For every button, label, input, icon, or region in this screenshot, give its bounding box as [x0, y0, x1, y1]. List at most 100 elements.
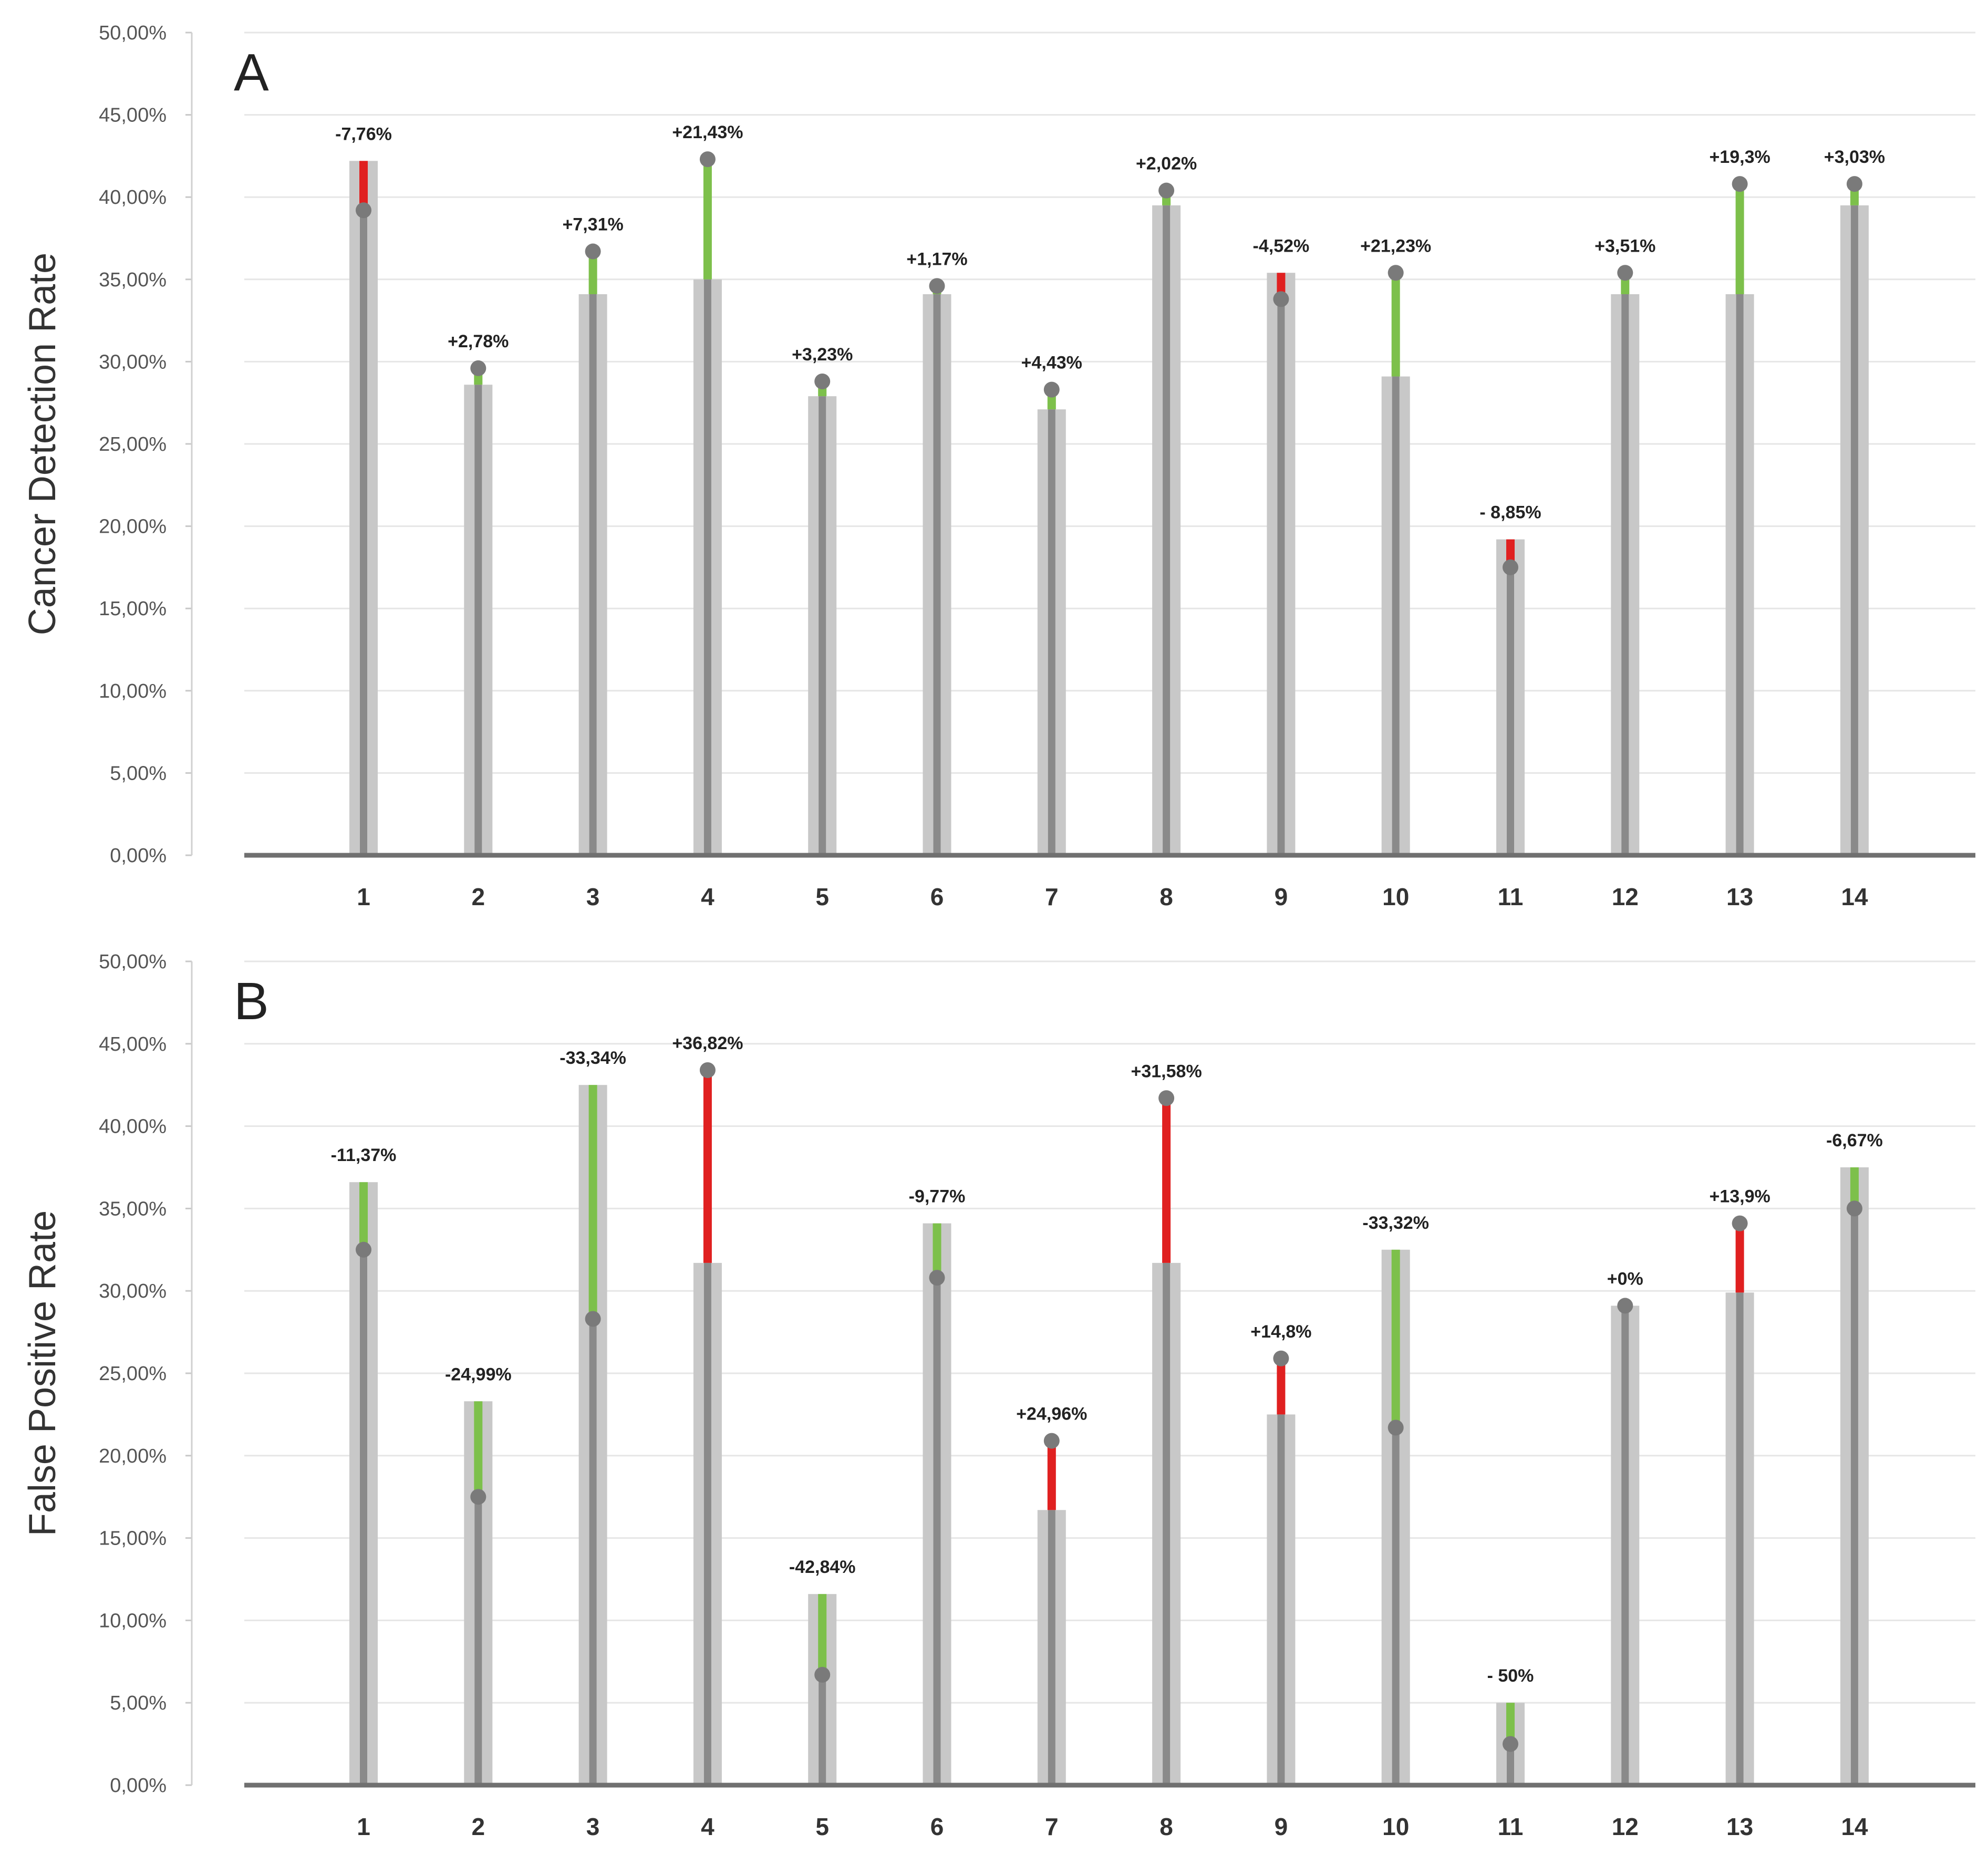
panel-a-chart: 0,00% 5,00% 10,00% 15,00% 20,00% 25,00% 30,00%… — [22, 22, 1975, 910]
value-marker — [470, 360, 486, 376]
data-label: +24,96% — [1016, 1404, 1087, 1424]
bar-stem — [1163, 1262, 1171, 1785]
y-tick-label: 0,00% — [110, 1775, 167, 1797]
value-marker — [1388, 1420, 1404, 1436]
x-tick-label: 9 — [1275, 1813, 1288, 1840]
data-label: +36,82% — [672, 1033, 743, 1053]
data-label: +3,51% — [1594, 236, 1655, 256]
y-tick-label: 10,00% — [99, 1610, 167, 1632]
x-tick-label: 3 — [586, 883, 600, 910]
x-tick-label: 7 — [1045, 883, 1059, 910]
bar-change-segment — [933, 1223, 941, 1278]
x-tick-label: 6 — [930, 883, 944, 910]
data-label: +1,17% — [906, 249, 967, 269]
bar-stem — [1048, 1510, 1055, 1785]
bar-change-segment — [1391, 273, 1400, 377]
data-label: +21,43% — [672, 122, 743, 142]
bar-stem — [1277, 1414, 1285, 1785]
value-marker — [585, 1311, 601, 1327]
data-label: +2,78% — [448, 331, 509, 351]
bar-stem — [933, 294, 941, 855]
bar-stem — [474, 1497, 482, 1785]
bar-change-segment — [818, 1594, 827, 1675]
bar-stem — [1277, 299, 1285, 855]
y-tick-label: 10,00% — [99, 680, 167, 702]
y-tick-label: 25,00% — [99, 433, 167, 455]
data-label: -42,84% — [789, 1557, 856, 1577]
y-tick-label: 25,00% — [99, 1363, 167, 1385]
y-tick-label: 30,00% — [99, 351, 167, 373]
bar-stem — [703, 279, 711, 855]
bar-change-segment — [1735, 1223, 1744, 1293]
x-tick-label: 12 — [1612, 883, 1639, 910]
x-tick-label: 13 — [1726, 883, 1753, 910]
value-marker — [929, 1270, 945, 1286]
bar-stem — [589, 294, 597, 855]
panel-label: A — [234, 43, 269, 102]
bar-change-segment — [703, 1070, 712, 1263]
bar-stem — [360, 1249, 367, 1785]
x-tick-label: 3 — [586, 1813, 600, 1840]
x-tick-label: 14 — [1841, 1813, 1868, 1840]
data-label: -4,52% — [1253, 236, 1310, 256]
value-marker — [1617, 1298, 1633, 1314]
value-marker — [1158, 1090, 1175, 1106]
bar-change-segment — [1277, 1358, 1286, 1415]
value-marker — [1388, 265, 1404, 281]
bar-change-segment — [1735, 184, 1744, 294]
y-tick-label: 40,00% — [99, 1116, 167, 1138]
data-label: +2,02% — [1136, 154, 1197, 174]
bar-change-segment — [588, 251, 597, 294]
x-tick-label: 5 — [815, 1813, 829, 1840]
bar-stem — [1048, 409, 1055, 855]
value-marker — [585, 243, 601, 260]
x-tick-label: 14 — [1841, 883, 1868, 910]
x-tick-label: 13 — [1726, 1813, 1753, 1840]
bar-stem — [1392, 376, 1400, 855]
bar-change-segment — [1391, 1249, 1400, 1428]
data-label: +19,3% — [1709, 147, 1770, 167]
value-marker — [1043, 1433, 1060, 1449]
value-marker — [699, 1062, 716, 1078]
value-marker — [1732, 1215, 1748, 1231]
data-label: +0% — [1607, 1269, 1643, 1289]
bar-stem — [1850, 205, 1858, 855]
data-label: +21,23% — [1360, 236, 1431, 256]
y-tick-label: 45,00% — [99, 1033, 167, 1055]
x-tick-label: 9 — [1275, 883, 1288, 910]
y-tick-label: 50,00% — [99, 22, 167, 44]
value-marker — [1158, 182, 1175, 199]
value-marker — [1273, 291, 1289, 307]
bar-change-segment — [1506, 1703, 1515, 1744]
bar-stem — [819, 1674, 826, 1785]
y-tick-label: 30,00% — [99, 1280, 167, 1302]
bar-stem — [703, 1262, 711, 1785]
value-marker — [1846, 176, 1862, 192]
x-tick-label: 6 — [930, 1813, 944, 1840]
data-label: -33,32% — [1362, 1213, 1429, 1233]
y-tick-label: 5,00% — [110, 1692, 167, 1714]
x-tick-label: 4 — [701, 1813, 715, 1840]
value-marker — [356, 1241, 371, 1258]
x-tick-label: 1 — [357, 1813, 370, 1840]
bar-stem — [1736, 1292, 1744, 1785]
value-marker — [699, 151, 716, 168]
data-label: -7,76% — [335, 124, 392, 144]
y-tick-label: 35,00% — [99, 269, 167, 291]
value-marker — [470, 1489, 486, 1505]
x-tick-label: 10 — [1382, 883, 1409, 910]
bar-stem — [1507, 1744, 1514, 1785]
y-tick-label: 50,00% — [99, 951, 167, 973]
value-marker — [1503, 1736, 1518, 1752]
bar-change-segment — [1047, 1441, 1056, 1510]
bar-stem — [1621, 294, 1629, 855]
y-tick-label: 15,00% — [99, 1528, 167, 1550]
y-tick-label: 5,00% — [110, 762, 167, 784]
value-marker — [1273, 1350, 1289, 1366]
bar-stem — [933, 1278, 941, 1785]
y-axis-title: False Positive Rate — [22, 1210, 64, 1536]
y-tick-label: 20,00% — [99, 1445, 167, 1467]
bar-change-segment — [703, 159, 712, 279]
y-tick-label: 20,00% — [99, 516, 167, 538]
